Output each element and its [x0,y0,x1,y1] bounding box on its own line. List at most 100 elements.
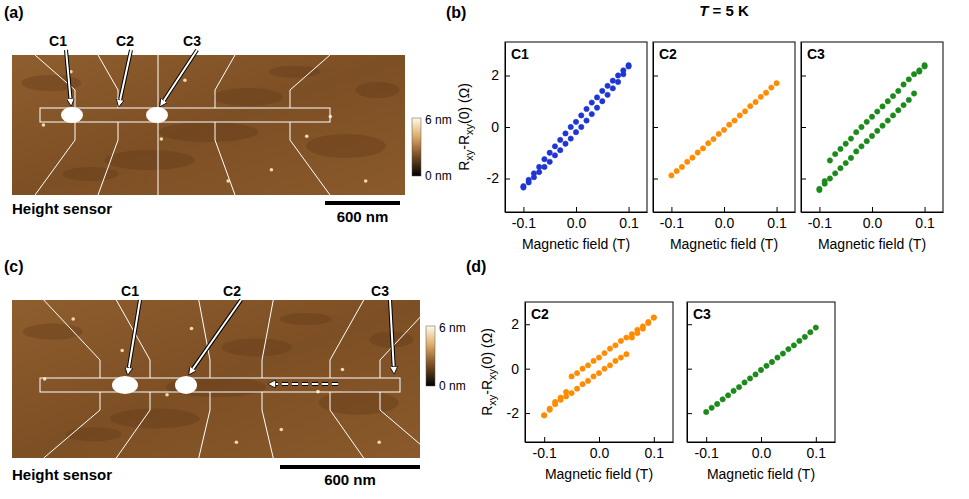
data-point [605,92,610,97]
marks [669,81,779,179]
y-axis-title: Rxy-Rxy(0) (Ω) [479,328,498,416]
contact-label: C2 [223,283,241,299]
data-point [802,334,807,339]
device-lead [290,55,330,108]
tick-label: 0.1 [619,215,639,231]
tick-label: 0.0 [752,445,772,461]
afm-speck [377,440,381,444]
arrow-outline [390,300,394,372]
data-point [775,355,780,360]
panel-label: (b) [446,4,466,21]
data-point [563,394,568,399]
x-tick: -0.1 [512,207,536,231]
data-point [618,355,623,360]
data-point [896,88,901,93]
contact-label: C3 [371,283,389,299]
tick-mark [687,324,692,325]
data-point [715,401,720,406]
data-point [547,150,552,155]
panel-label: (d) [466,258,486,275]
device-lead [215,55,235,108]
image-caption: Height sensor [12,466,112,483]
x-tick: 0.1 [645,437,665,461]
data-point [600,88,605,93]
data-point [594,95,599,100]
data-point [797,338,802,343]
device-lead [44,300,100,378]
data-point [864,119,869,124]
colorbar [426,326,435,386]
x-axis-title: Magnetic field (T) [522,236,630,252]
afm-speck [235,440,239,444]
afm-texture [269,66,321,78]
tick-mark [523,207,524,212]
device-lead [98,55,118,108]
data-point [869,114,874,119]
tick-label: 0 [491,119,499,135]
data-point [808,330,813,335]
afm-texture [21,75,81,91]
data-point [568,124,573,129]
data-point [558,148,563,153]
afm-texture [280,313,332,325]
marks [521,63,631,191]
particle [61,107,83,123]
data-point [827,158,832,163]
device-lead [290,122,330,195]
data-point [591,374,596,379]
data-point [721,127,726,132]
x-tick: 0.1 [807,437,827,461]
y-tick [801,127,806,128]
afm-speck [183,78,187,82]
tick-mark [505,179,510,180]
plot-frame [653,42,795,212]
tick-label: -2 [507,405,520,421]
chart-title: C3 [807,46,825,62]
data-point [674,168,679,173]
data-point [585,363,590,368]
data-point [700,146,705,151]
contact-label: C1 [49,33,67,49]
data-point [589,111,594,116]
x-axis: -0.10.00.1 [526,437,674,461]
x-tick: 0.1 [915,207,935,231]
data-point [600,99,605,104]
tick-label: -0.1 [512,215,536,231]
data-point [685,159,690,164]
marks [542,315,657,418]
y-axis-title: Rxy-Rxy(0) (Ω) [456,83,475,171]
data-point [885,118,890,123]
series [521,63,631,189]
device-bar [40,108,330,122]
series [817,64,927,193]
series [817,63,927,192]
tick-label: 0.1 [807,445,827,461]
x-axis: -0.10.00.1 [654,207,796,231]
data-point [615,79,620,84]
data-point [584,106,589,111]
tick-mark [525,413,530,414]
data-point [720,397,725,402]
axis-line [525,303,526,443]
data-point [725,393,730,398]
y-tick: 2 [491,67,510,83]
tick-mark [525,369,530,370]
panel-label: (c) [4,258,24,275]
tick-mark [653,127,658,128]
data-point [690,155,695,160]
data-point [679,164,684,169]
x-tick: 0.0 [863,207,883,231]
x-tick: -0.1 [660,207,684,231]
axis-line [802,212,944,213]
data-point [817,187,822,192]
data-point [526,180,531,185]
marks [704,325,819,415]
data-point [706,141,711,146]
plot-frame [505,42,647,212]
data-point [758,367,763,372]
data-point [596,370,601,375]
plot-frame [801,42,943,212]
data-point [635,330,640,335]
arrow [128,300,140,373]
afm-speck [160,137,164,141]
